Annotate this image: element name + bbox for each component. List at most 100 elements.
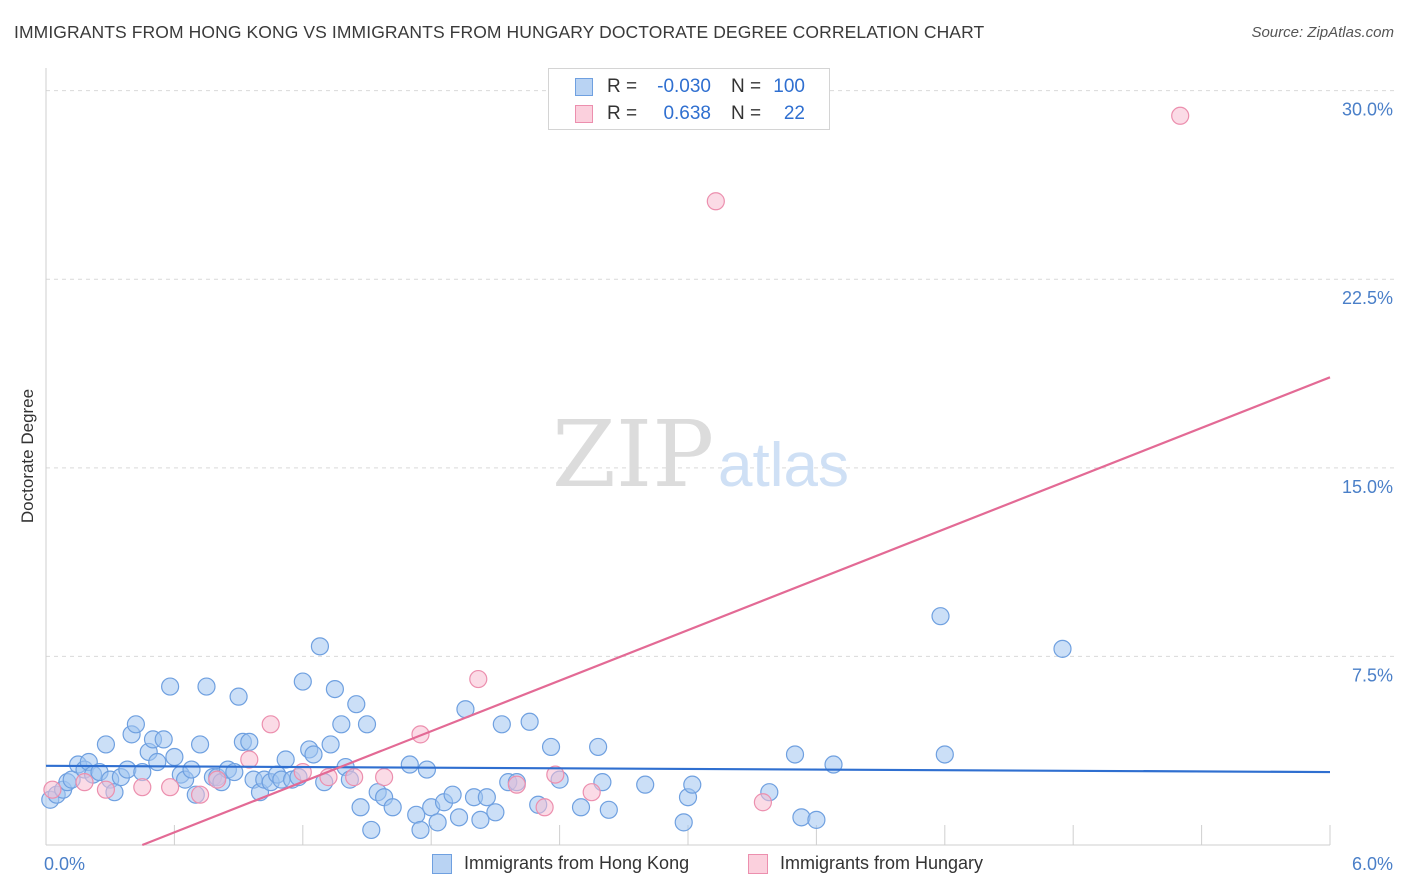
point-hong-kong xyxy=(599,800,618,819)
point-hong-kong xyxy=(449,808,469,827)
point-hong-kong xyxy=(126,715,145,734)
y-tick-label: 15.0% xyxy=(1342,477,1393,497)
trend-line-hong-kong xyxy=(45,764,1331,774)
point-hong-kong xyxy=(383,798,402,817)
stats-n-value: 100 xyxy=(773,76,805,97)
point-hungary xyxy=(190,785,210,804)
point-hong-kong xyxy=(931,607,950,626)
tick-labels: 7.5% 15.0% 22.5% 30.0% 0.0% 6.0% xyxy=(44,100,1393,874)
stats-r-value: -0.030 xyxy=(657,76,711,97)
point-hungary xyxy=(1171,106,1190,125)
point-hungary xyxy=(75,773,94,792)
point-hong-kong xyxy=(96,735,116,754)
point-hong-kong xyxy=(197,677,216,696)
point-hungary xyxy=(469,669,488,689)
point-hungary xyxy=(345,768,364,787)
point-hong-kong xyxy=(486,803,505,822)
point-hong-kong xyxy=(400,755,419,774)
point-hong-kong xyxy=(304,745,323,764)
point-hong-kong xyxy=(443,785,462,804)
watermark-atlas: atlas xyxy=(718,431,849,500)
point-hungary xyxy=(133,778,152,797)
point-hong-kong xyxy=(541,737,561,757)
trend-line-hungary xyxy=(141,376,1331,847)
point-hong-kong xyxy=(417,760,437,779)
stats-box: R = -0.030 N = 100 R = 0.638 N = 22 xyxy=(548,68,830,130)
point-hong-kong xyxy=(792,808,811,827)
y-tick-label: 22.5% xyxy=(1342,288,1393,308)
point-hungary xyxy=(535,798,554,817)
stats-r-value: 0.638 xyxy=(663,103,711,124)
point-hong-kong xyxy=(154,730,173,749)
point-hungary xyxy=(161,778,180,797)
stats-n-label: N = xyxy=(731,103,762,124)
point-hungary xyxy=(507,775,526,794)
point-hong-kong xyxy=(411,820,430,840)
point-hong-kong xyxy=(351,798,370,817)
stats-n-value: 22 xyxy=(783,103,805,124)
stats-n-label: N = xyxy=(731,76,762,97)
point-hungary xyxy=(546,765,565,784)
point-hong-kong xyxy=(118,760,137,779)
point-hong-kong xyxy=(165,747,184,767)
point-hong-kong xyxy=(276,750,295,769)
legend: Immigrants from Hong Kong Immigrants fro… xyxy=(0,852,1406,878)
point-hong-kong xyxy=(683,775,702,794)
point-hong-kong xyxy=(807,810,826,829)
x-tick-label: 6.0% xyxy=(1352,854,1393,874)
stats-r-label: R = xyxy=(607,103,638,124)
point-hong-kong xyxy=(240,732,259,752)
point-hong-kong xyxy=(471,810,490,829)
point-hong-kong xyxy=(293,672,312,691)
point-hong-kong xyxy=(785,745,805,764)
point-hong-kong xyxy=(182,760,201,779)
point-hong-kong xyxy=(362,820,381,840)
point-hong-kong xyxy=(428,813,447,832)
point-hong-kong xyxy=(935,745,954,764)
trend-lines xyxy=(45,376,1331,847)
y-tick-label: 30.0% xyxy=(1342,100,1393,120)
point-hungary xyxy=(240,750,259,769)
watermark-zip: ZIP xyxy=(552,401,714,508)
point-hungary xyxy=(208,770,227,789)
y-axis-title: Doctorate Degree xyxy=(18,389,37,523)
legend-label-hungary: Immigrants from Hungary xyxy=(780,853,984,873)
legend-swatch-hong-kong xyxy=(432,854,452,874)
point-hong-kong xyxy=(674,813,693,832)
point-hong-kong xyxy=(357,715,377,734)
point-hungary xyxy=(261,715,280,734)
legend-swatch-hungary xyxy=(748,854,768,874)
point-hungary xyxy=(375,768,394,787)
point-hungary xyxy=(43,780,62,799)
point-hong-kong xyxy=(190,735,210,754)
point-hong-kong xyxy=(407,805,426,824)
point-hong-kong xyxy=(477,788,496,807)
point-hong-kong xyxy=(310,637,330,656)
point-hong-kong xyxy=(161,677,180,696)
chart-title: IMMIGRANTS FROM HONG KONG VS IMMIGRANTS … xyxy=(14,22,985,42)
y-tick-label: 7.5% xyxy=(1352,665,1393,685)
chart-source: Source: ZipAtlas.com xyxy=(1251,24,1394,41)
point-hong-kong xyxy=(321,735,340,754)
point-hungary xyxy=(582,783,601,802)
point-hong-kong xyxy=(571,798,591,817)
point-hong-kong xyxy=(636,775,655,794)
series-hong-kong-points xyxy=(41,607,1072,840)
point-hong-kong xyxy=(325,679,344,699)
point-hong-kong xyxy=(332,715,351,734)
point-hong-kong xyxy=(589,737,608,757)
point-hong-kong xyxy=(347,695,366,714)
stats-swatch-hong-kong xyxy=(575,78,593,96)
stats-row-hungary: R = 0.638 N = 22 xyxy=(549,101,829,127)
point-hong-kong xyxy=(492,715,511,734)
legend-label-hong-kong: Immigrants from Hong Kong xyxy=(464,853,690,873)
stats-r-label: R = xyxy=(607,76,638,97)
stats-swatch-hungary xyxy=(575,105,593,123)
stats-row-hong-kong: R = -0.030 N = 100 xyxy=(549,74,829,100)
point-hong-kong xyxy=(148,752,167,772)
point-hungary xyxy=(706,192,725,211)
point-hong-kong xyxy=(1053,639,1072,658)
point-hong-kong xyxy=(229,687,248,706)
grid-lines xyxy=(46,90,1394,657)
